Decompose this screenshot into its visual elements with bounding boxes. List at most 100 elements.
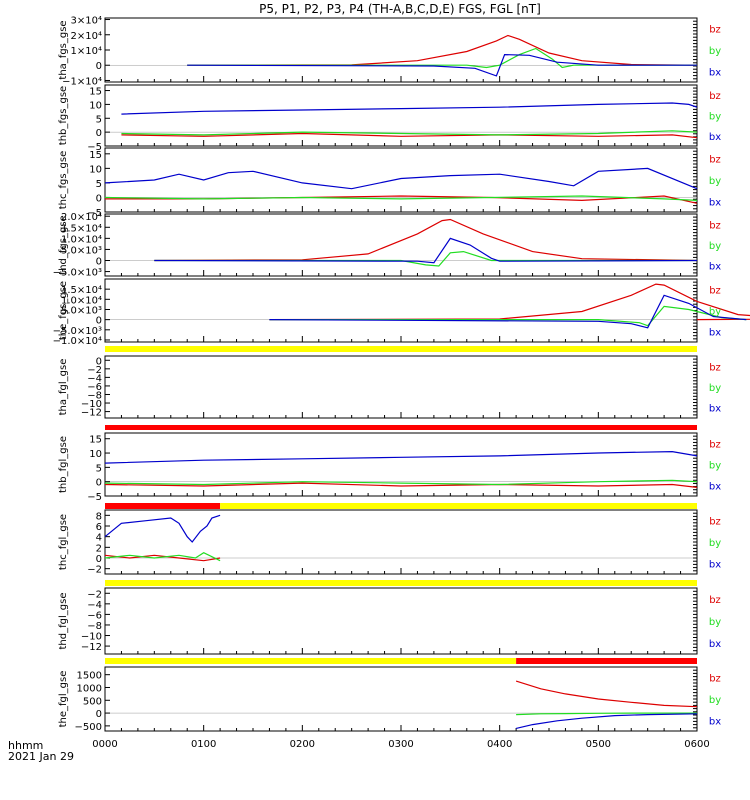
x-tick-label: 0300 xyxy=(388,739,413,750)
y-tick-label: 1×10⁴ xyxy=(71,46,102,57)
series-line-bx xyxy=(121,102,698,115)
chart-title: P5, P1, P2, P3, P4 (TH-A,B,C,D,E) FGS, F… xyxy=(259,2,541,16)
y-tick-label: 0 xyxy=(96,316,102,327)
y-tick-label: 0 xyxy=(96,709,102,720)
y-tick-label: 1500 xyxy=(77,671,102,682)
x-axis-date: 2021 Jan 29 xyxy=(8,750,74,763)
legend-by: by xyxy=(709,461,721,472)
y-tick-label: 0 xyxy=(96,61,102,72)
y-tick-label: 0 xyxy=(96,193,102,204)
y-tick-label: −4 xyxy=(87,373,102,384)
legend-bx: bx xyxy=(709,559,721,570)
x-axis: 0000 0100 0200 0300 0400 0500 0600 xyxy=(92,739,709,750)
y-tick-label: 1000 xyxy=(77,683,102,694)
y-tick-label: 1.5×10⁴ xyxy=(61,223,102,234)
panel-frame xyxy=(104,278,698,343)
y-tick-label: 5.0×10³ xyxy=(61,305,102,316)
legend-by: by xyxy=(709,112,721,123)
panel-frame xyxy=(104,587,698,655)
y-tick-label: 4 xyxy=(96,533,102,544)
x-axis-label: hhmm xyxy=(8,739,43,752)
y-axis-label: thc_fgs_gse xyxy=(58,151,69,210)
y-axis-label: the_fgl_gse xyxy=(58,671,69,728)
y-axis-label: tha_fgl_gse xyxy=(58,359,69,416)
x-tick-label: 0200 xyxy=(290,739,315,750)
y-axis-label: thb_fgs_gse xyxy=(58,86,69,145)
series-line-bz xyxy=(269,283,750,321)
availability-bar-segment xyxy=(105,658,517,664)
series-line-bz xyxy=(515,680,698,708)
availability-bar-segment xyxy=(105,503,221,509)
series-line-bz xyxy=(121,132,698,139)
series-line-bx xyxy=(104,167,698,190)
y-tick-label: 0 xyxy=(96,356,102,367)
y-tick-label: −10 xyxy=(81,399,102,410)
y-axis-label: thd_fgs_gse xyxy=(58,215,69,274)
x-tick-label: 0500 xyxy=(586,739,611,750)
y-tick-label: 0 xyxy=(96,554,102,565)
availability-bar-segment xyxy=(105,425,697,430)
y-axis-label: the_fgs_gse xyxy=(58,281,69,340)
legend-by: by xyxy=(709,617,721,628)
y-tick-label: −12 xyxy=(81,408,102,419)
y-tick-label: −4 xyxy=(87,600,102,611)
panel-tha_fgl_gse: 0−2−4−6−8−10−12 tha_fgl_gse bz by bx xyxy=(58,346,721,419)
y-axis-label: thc_fgl_gse xyxy=(58,514,69,570)
y-tick-label: −2 xyxy=(87,565,102,576)
series-line-bx xyxy=(104,450,698,464)
panel-the_fgs_gse: 1.5×10⁴1.0×10⁴5.0×10³0−5.0×10³−1.0×10⁴th… xyxy=(53,278,750,347)
y-tick-label: 6 xyxy=(96,522,102,533)
panel-frame xyxy=(104,17,698,83)
y-axis-label: thd_fgl_gse xyxy=(58,593,69,650)
legend-bz: bz xyxy=(709,362,721,373)
y-tick-label: −6 xyxy=(87,610,102,621)
y-tick-label: 0 xyxy=(96,257,102,268)
y-axis-label: thb_fgl_gse xyxy=(58,436,69,493)
legend-bx: bx xyxy=(709,482,721,493)
series-line-by xyxy=(104,195,698,201)
series-line-bx xyxy=(154,237,698,264)
panel-thb_fgs_gse: 15 10 5 0 −5 thb_fgs_gse bz by bx xyxy=(58,84,721,153)
panel-thd_fgl_gse: −2−4−6−8−10−12 thd_fgl_gse bz by bx xyxy=(58,580,721,655)
y-tick-label: 0 xyxy=(96,478,102,489)
y-tick-label: −8 xyxy=(87,390,102,401)
series-line-bx xyxy=(515,713,698,729)
series-line-bz xyxy=(154,218,698,262)
y-tick-label: 8 xyxy=(96,511,102,522)
panel-frame xyxy=(104,666,698,732)
x-tick-label: 0100 xyxy=(191,739,216,750)
legend-bz: bz xyxy=(709,155,721,166)
series-line-bz xyxy=(104,482,698,488)
y-tick-label: 1.0×10⁴ xyxy=(61,295,102,306)
y-tick-label: 5 xyxy=(96,114,102,125)
y-tick-label: 15 xyxy=(89,87,102,98)
legend-bz: bz xyxy=(709,595,721,606)
legend-bz: bz xyxy=(709,440,721,451)
panel-frame xyxy=(104,213,698,277)
legend-bz: bz xyxy=(709,91,721,102)
availability-bar-segment xyxy=(516,658,697,664)
series-line-bx xyxy=(104,514,221,543)
legend-bz: bz xyxy=(709,674,721,685)
series-line-by xyxy=(104,479,698,486)
legend-by: by xyxy=(709,46,721,57)
y-tick-label: 10 xyxy=(89,164,102,175)
y-tick-label: −1.0×10⁴ xyxy=(53,336,102,347)
legend-bx: bx xyxy=(709,197,721,208)
y-tick-label: 2×10⁴ xyxy=(71,31,102,42)
y-tick-label: 15 xyxy=(89,150,102,161)
legend-by: by xyxy=(709,383,721,394)
legend-by: by xyxy=(709,538,721,549)
panel-thd_fgs_gse: 2.0×10⁴1.5×10⁴1.0×10⁴5.0×10³0−5.0×10³thd… xyxy=(53,212,722,278)
y-tick-label: 500 xyxy=(83,696,102,707)
legend-bz: bz xyxy=(709,286,721,297)
panel-frame xyxy=(104,509,698,575)
y-tick-label: 10 xyxy=(89,100,102,111)
y-tick-label: 15 xyxy=(89,435,102,446)
series-line-by xyxy=(121,130,698,136)
legend-bx: bx xyxy=(709,328,721,339)
